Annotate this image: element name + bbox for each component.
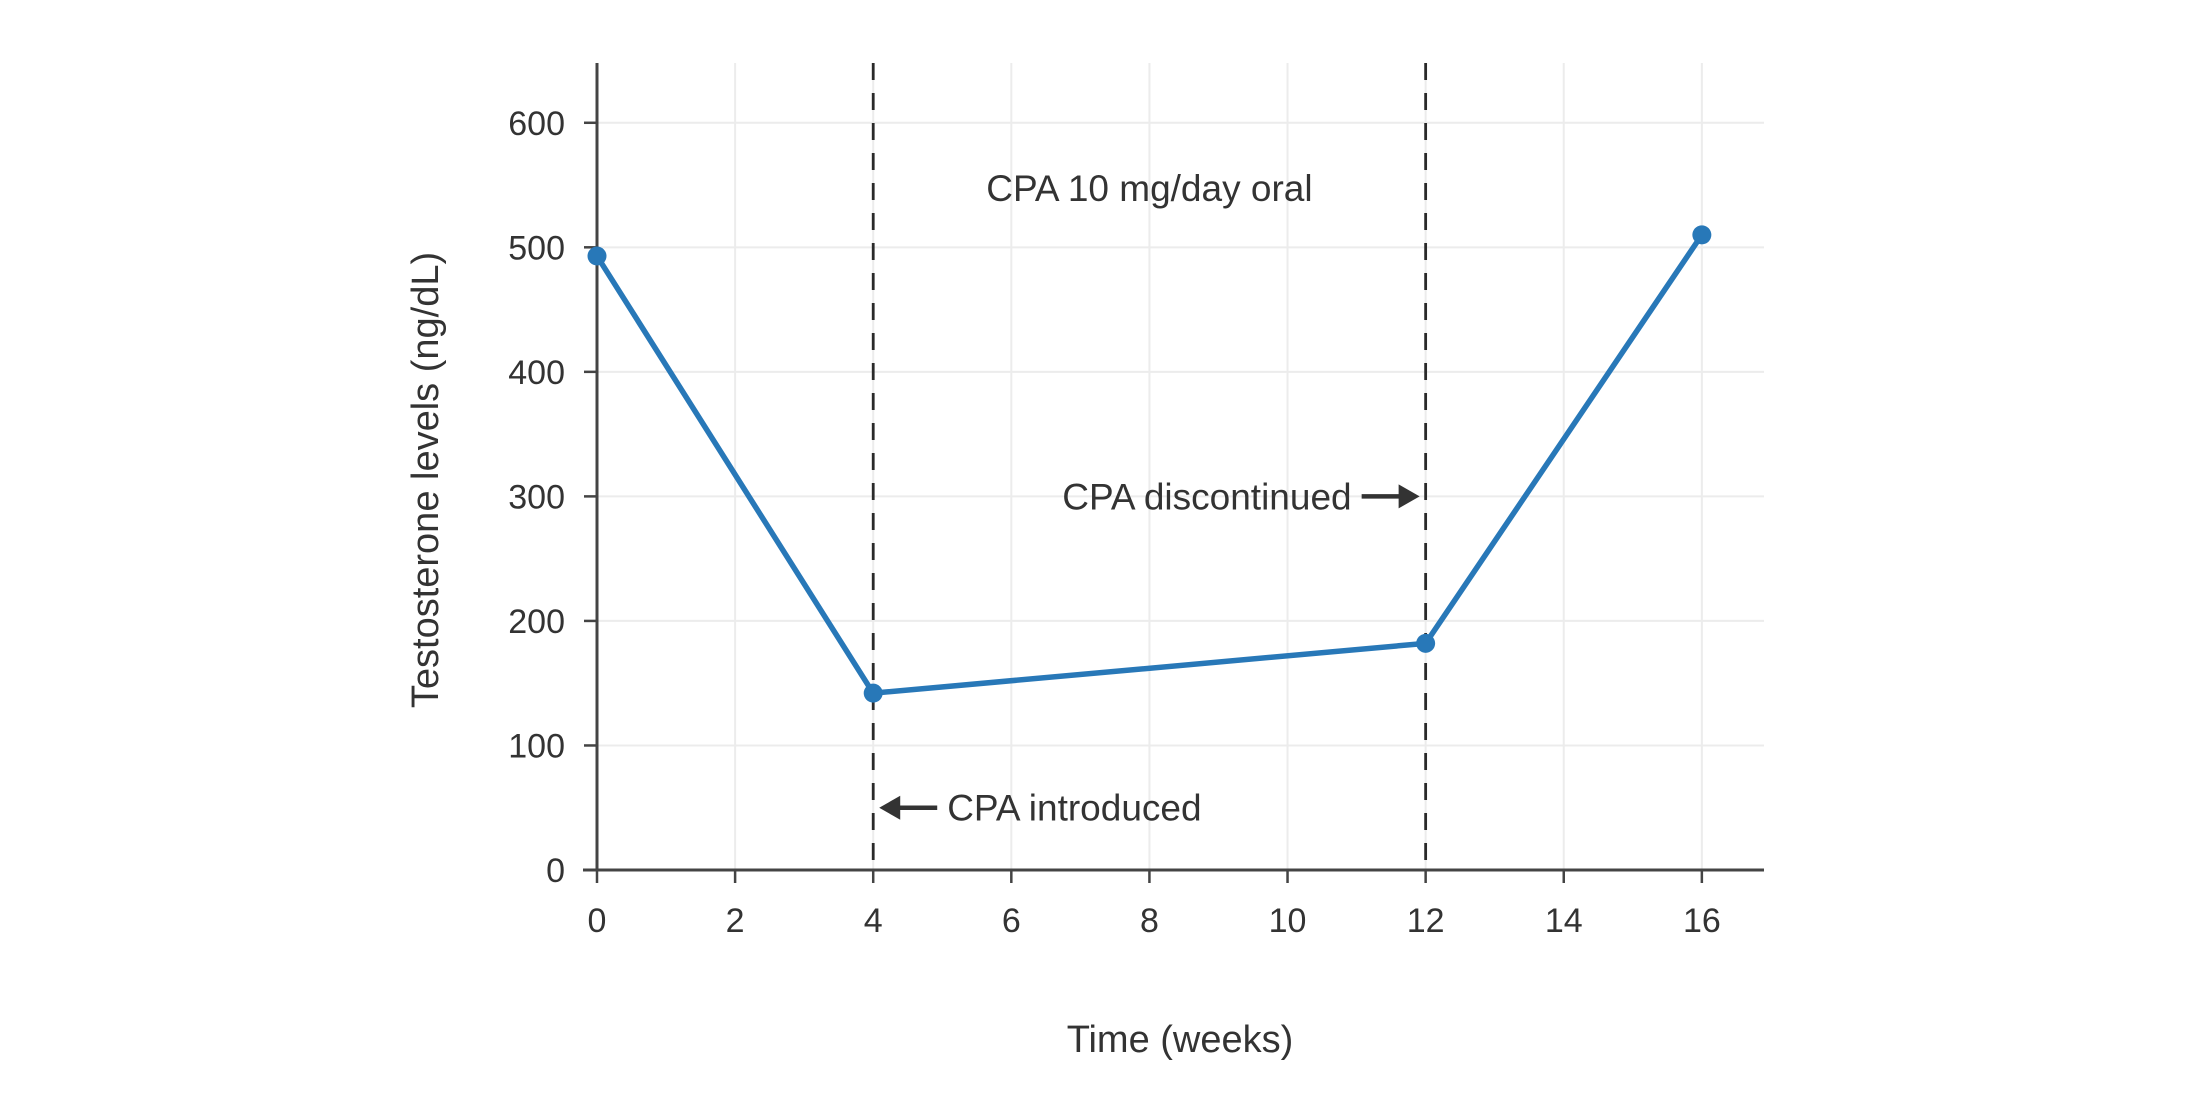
series-line [594,232,1705,696]
y-axis-title: Testosterone levels (ng/dL) [405,252,447,708]
x-tick-label: 14 [1545,902,1583,940]
x-tick-label: 10 [1269,902,1307,940]
x-tick-label: 0 [588,902,607,940]
y-tick-label: 100 [508,727,565,765]
data-point [1416,633,1436,653]
annotation-arrow-head [1398,484,1420,509]
data-point [863,683,883,703]
x-axis-title: Time (weeks) [1067,1019,1294,1061]
x-tick-label: 12 [1407,902,1445,940]
annotation-arrow-head [879,795,901,820]
data-point [587,246,607,266]
x-tick-label: 16 [1683,902,1721,940]
annotation-label: CPA discontinued [1062,476,1351,517]
annotation-label: CPA 10 mg/day oral [986,168,1312,209]
y-tick-label: 500 [508,229,565,267]
y-tick-label: 400 [508,354,565,392]
data-point [1692,225,1712,245]
x-tick-label: 6 [1002,902,1021,940]
y-tick-label: 300 [508,478,565,516]
x-tick-label: 4 [864,902,883,940]
annotation-label: CPA introduced [947,788,1201,829]
y-tick-label: 200 [508,603,565,641]
y-tick-label: 600 [508,105,565,143]
y-tick-label: 0 [546,852,565,890]
x-tick-label: 2 [726,902,745,940]
x-tick-label: 8 [1140,902,1159,940]
